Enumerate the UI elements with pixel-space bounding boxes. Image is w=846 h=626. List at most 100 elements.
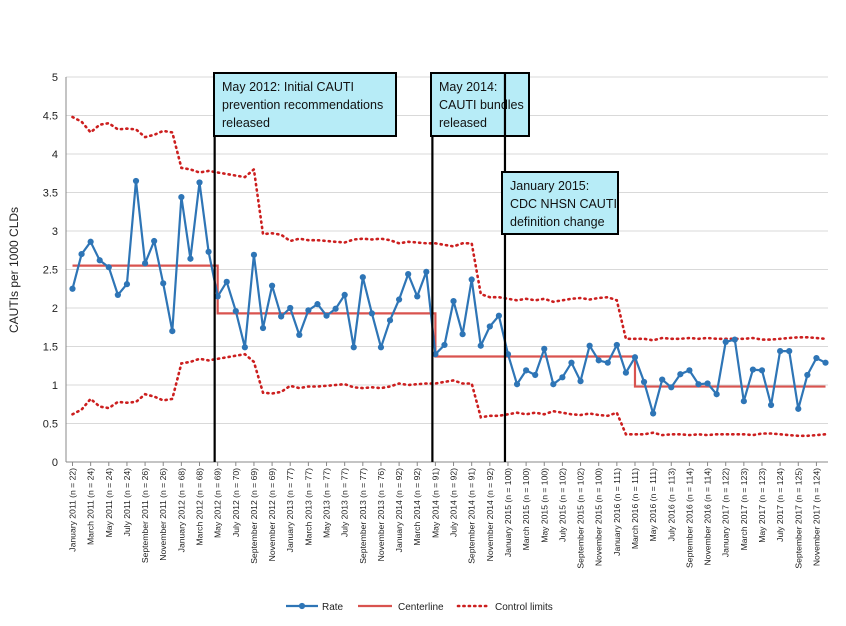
x-tick-label: March 2013 (n = 77)	[303, 468, 313, 546]
rate-point	[441, 341, 448, 349]
x-tick-label: May 2012 (n = 69)	[213, 468, 223, 538]
x-tick-label: May 2014 (n = 91)	[430, 468, 440, 538]
x-tick-label: November 2012 (n = 69)	[267, 468, 277, 562]
x-tick-label: March 2014 (n = 92)	[412, 468, 422, 546]
rate-point	[804, 371, 811, 379]
rate-point	[495, 312, 502, 319]
legend-rate-label: Rate	[322, 602, 344, 613]
x-tick-label: May 2015 (n = 100)	[539, 468, 549, 543]
rate-point	[686, 367, 693, 374]
rate-point	[323, 312, 330, 319]
rate-point	[541, 345, 548, 352]
rate-point	[486, 323, 493, 330]
y-tick-label: 0.5	[43, 419, 58, 431]
annotation-box	[501, 171, 619, 235]
rate-point	[305, 307, 312, 314]
rate-point	[405, 271, 412, 278]
rate-line	[71, 179, 826, 415]
rate-point	[622, 369, 630, 376]
x-tick-label: January 2016 (n = 111)	[612, 468, 622, 556]
control-limits	[71, 115, 827, 438]
rate-point	[740, 398, 747, 405]
legend: Rate Centerline Control limits	[286, 602, 553, 613]
rate-point	[577, 378, 584, 385]
rate-point	[287, 304, 294, 312]
x-tick-label: November 2013 (n = 76)	[376, 468, 386, 562]
y-tick-label: 1.5	[43, 342, 58, 354]
x-tick-label: January 2014 (n = 92)	[394, 468, 404, 552]
x-tick-label: July 2014 (n = 92)	[449, 468, 459, 537]
x-tick-label: July 2015 (n = 102)	[557, 468, 567, 542]
control-limit-upper	[71, 115, 827, 342]
x-tick-label: November 2017 (n = 124)	[811, 468, 821, 566]
rate-point	[650, 410, 657, 417]
rate-point	[450, 297, 457, 305]
rate-point	[513, 381, 521, 388]
rate-point	[314, 301, 321, 308]
x-tick-label: November 2014 (n = 92)	[485, 468, 495, 562]
rate-point	[722, 338, 729, 345]
rate-point	[268, 282, 276, 289]
rate-point	[232, 307, 239, 315]
rate-point	[786, 348, 793, 355]
rate-point	[731, 336, 738, 343]
rate-series	[69, 177, 829, 417]
rate-point	[559, 374, 566, 381]
rate-point	[468, 276, 475, 283]
x-tick-label: November 2016 (n = 114)	[703, 468, 713, 566]
x-tick-label: March 2016 (n = 111)	[630, 468, 640, 549]
y-tick-label: 4.5	[43, 111, 58, 123]
annotation-text: CDC NHSN CAUTI	[510, 197, 617, 211]
legend-centerline-label: Centerline	[398, 602, 444, 613]
rate-point	[250, 251, 258, 258]
x-tick-label: May 2017 (n = 123)	[757, 468, 767, 543]
annotation-text: released	[222, 116, 270, 130]
legend-rate-marker	[298, 602, 306, 610]
rate-point	[523, 367, 530, 374]
rate-point	[96, 257, 103, 264]
rate-point	[568, 359, 575, 366]
x-tick-label: March 2012 (n = 68)	[195, 468, 205, 546]
rate-point	[477, 342, 484, 349]
annotation-text: CAUTI bundles	[439, 98, 524, 112]
annotation-text: released	[439, 116, 487, 130]
axes	[65, 77, 828, 466]
x-tick-label: January 2017 (n = 122)	[721, 468, 731, 557]
rate-point	[767, 401, 775, 409]
rate-point	[105, 264, 112, 271]
control-limit-lower	[71, 352, 827, 438]
annotations: May 2012: Initial CAUTI prevention recomm…	[213, 72, 619, 462]
rate-point	[704, 380, 711, 387]
annotation-text: definition change	[510, 215, 605, 229]
x-tick-label: November 2011 (n = 26)	[158, 468, 168, 561]
x-tick-label: May 2011 (n = 24)	[104, 468, 114, 537]
y-tick-label: 0	[52, 457, 58, 469]
rate-point	[822, 359, 829, 366]
rate-point	[178, 194, 185, 201]
rate-point	[668, 384, 675, 391]
x-tick-label: September 2014 (n = 91)	[467, 468, 477, 564]
rate-point	[141, 260, 149, 267]
x-tick-labels: January 2011 (n = 22) March 2011 (n = 24)…	[68, 468, 822, 569]
rate-point	[813, 354, 820, 362]
rate-point	[187, 255, 194, 262]
x-tick-label: May 2013 (n = 77)	[322, 468, 332, 538]
rate-point	[695, 381, 702, 388]
rate-point	[604, 359, 611, 366]
y-tick-label: 2	[52, 303, 58, 315]
rate-point	[423, 268, 430, 275]
rate-point	[659, 376, 666, 383]
x-tick-label: September 2016 (n = 114)	[684, 468, 694, 568]
rate-point	[296, 331, 303, 339]
x-tick-label: July 2012 (n = 70)	[231, 468, 241, 537]
legend-limits-label: Control limits	[495, 602, 553, 613]
rate-point	[350, 344, 357, 351]
x-tick-label: September 2011 (n = 26)	[140, 468, 150, 563]
x-tick-label: September 2015 (n = 102)	[576, 468, 586, 569]
x-tick-label: March 2017 (n = 123)	[739, 468, 749, 551]
rate-point	[278, 313, 285, 320]
rate-point	[758, 367, 766, 374]
rate-point	[114, 291, 121, 299]
rate-point	[550, 381, 557, 388]
y-tick-label: 3.5	[43, 188, 58, 200]
